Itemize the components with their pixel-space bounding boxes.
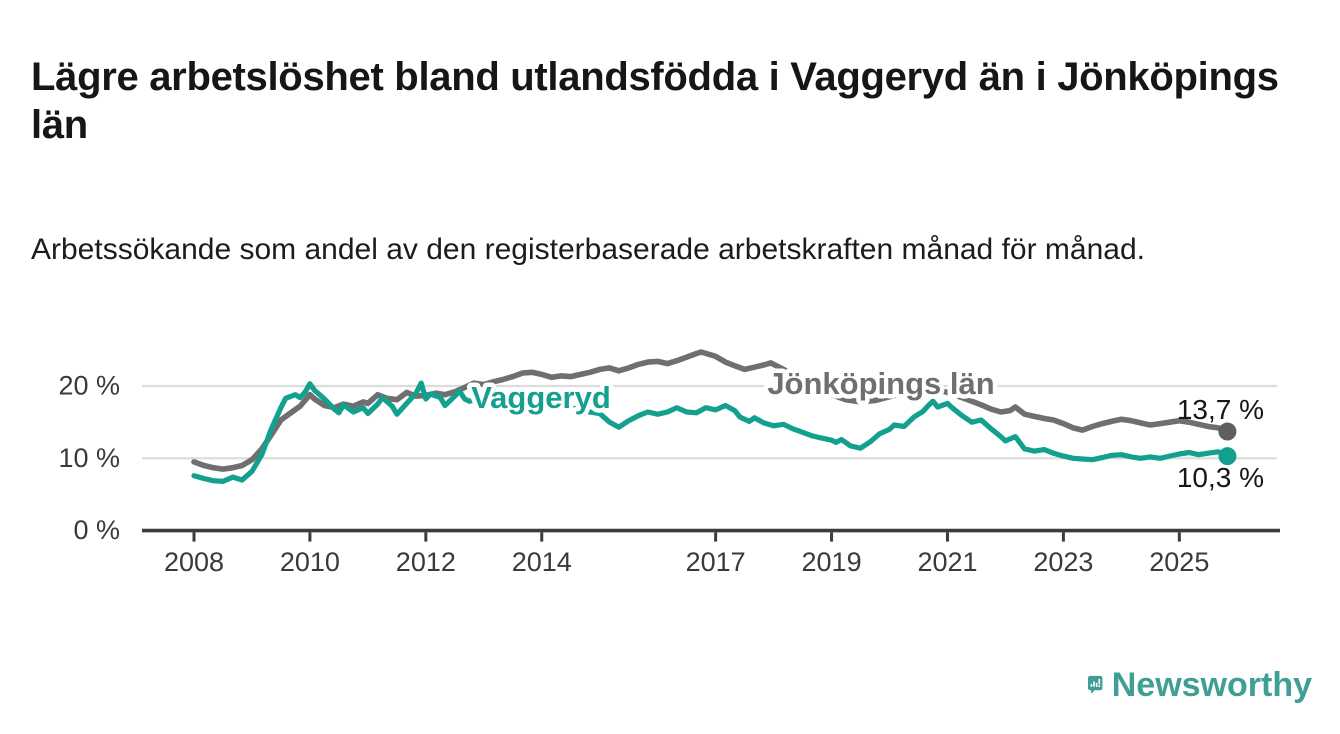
series-line-vaggeryd <box>191 380 1231 484</box>
end-value-label-jonkopings-lan: 13,7 % <box>1177 394 1264 425</box>
newsworthy-logo[interactable]: Newsworthy <box>1087 654 1312 716</box>
x-tick-label: 2010 <box>280 547 340 577</box>
x-tick-label: 2021 <box>917 547 977 577</box>
series-label-vaggeryd: Vaggeryd <box>471 380 611 415</box>
x-tick-label: 2023 <box>1033 547 1093 577</box>
y-tick-label: 0 % <box>73 515 120 545</box>
series-line-jonkopings-lan <box>191 349 1231 472</box>
page-subtitle: Arbetssökande som andel av den registerb… <box>31 233 1145 266</box>
y-tick-label: 10 % <box>58 443 120 473</box>
series-inline-labels: Jönköpings län Vaggeryd <box>467 362 999 420</box>
x-axis: 2008 2010 2012 2014 2017 2019 2021 2023 2025 <box>142 528 1280 577</box>
x-tick-label: 2025 <box>1149 547 1209 577</box>
series-label-jonkopings-lan: Jönköpings län <box>767 366 994 401</box>
x-tick-label: 2017 <box>686 547 746 577</box>
end-value-label-vaggeryd: 10,3 % <box>1177 462 1264 493</box>
x-tick-label: 2008 <box>164 547 224 577</box>
x-tick-label: 2012 <box>396 547 456 577</box>
x-tick-label: 2014 <box>512 547 572 577</box>
newsworthy-logo-text: Newsworthy <box>1111 665 1312 704</box>
series-end-value-labels: 13,7 % 10,3 % <box>1177 394 1264 493</box>
end-dot-jonkopings-lan <box>1218 422 1237 441</box>
x-tick-label: 2019 <box>802 547 862 577</box>
end-dot-vaggeryd <box>1218 447 1237 466</box>
page-title: Lägre arbetslöshet bland utlandsfödda i … <box>31 54 1279 147</box>
series-lines <box>191 349 1231 484</box>
y-axis-labels: 0 % 10 % 20 % <box>58 371 120 546</box>
y-tick-label: 20 % <box>58 371 120 401</box>
series-end-dots <box>1218 422 1237 466</box>
bar-chart-speech-bubble-icon <box>1087 675 1103 694</box>
